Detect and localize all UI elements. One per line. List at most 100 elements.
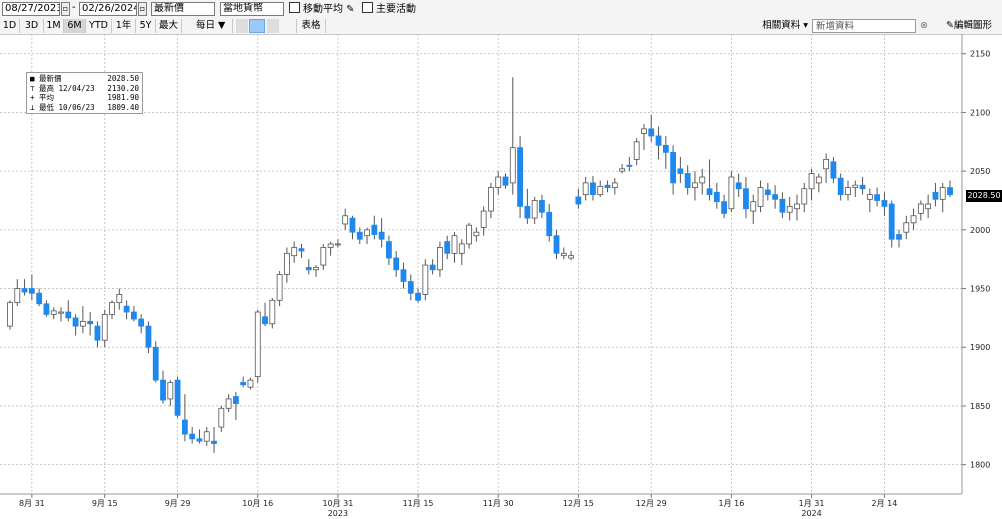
interval-select[interactable]: 每日 ▼ xyxy=(193,19,233,33)
candle-body xyxy=(349,217,356,233)
candle xyxy=(7,300,13,330)
legend-value: 1981.90 xyxy=(107,93,139,102)
candle xyxy=(371,215,378,240)
chart-type-candle-button[interactable] xyxy=(249,19,265,33)
candle xyxy=(560,247,567,260)
candle-body xyxy=(845,187,851,196)
x-tick-label: 9月 29 xyxy=(165,499,191,508)
start-date-input[interactable]: 08/27/2023 xyxy=(2,2,60,16)
candle xyxy=(648,114,655,142)
candle-body xyxy=(422,264,429,295)
price-chart[interactable]: 1800 1850 1900 1950 2000 2050 2100 2150 8月 31 9月… xyxy=(0,34,1002,519)
range-button-1D[interactable]: 1D xyxy=(0,19,20,33)
candle-body xyxy=(641,128,647,134)
candle-body xyxy=(757,187,764,207)
y-tick-label: 1900 xyxy=(970,343,990,352)
candle xyxy=(524,188,531,224)
pencil-icon[interactable]: ✎ xyxy=(343,4,355,15)
range-button-1M[interactable]: 1M xyxy=(44,19,64,33)
end-date-input[interactable]: 02/26/2024 xyxy=(79,2,137,16)
start-calendar-icon[interactable]: ▫ xyxy=(61,2,70,16)
range-button-1年[interactable]: 1年 xyxy=(112,19,136,33)
clear-icon[interactable]: ⊗ xyxy=(920,20,928,31)
range-button-5Y[interactable]: 5Y xyxy=(136,19,156,33)
range-button-最大[interactable]: 最大 xyxy=(156,19,182,33)
candle xyxy=(830,157,837,183)
currency-select[interactable]: 當地貨幣 xyxy=(220,2,284,16)
candle xyxy=(21,279,28,296)
edit-chart-button[interactable]: ✎編輯圖形 xyxy=(946,19,1002,33)
candle-body xyxy=(298,248,305,252)
candle-body xyxy=(400,269,407,282)
candle xyxy=(109,300,115,320)
candle-body xyxy=(633,141,640,160)
candle xyxy=(87,312,94,336)
candle-body xyxy=(881,200,888,207)
key-events-toggle[interactable]: 主要活動 xyxy=(362,2,422,16)
candle xyxy=(203,427,210,446)
legend-label: 最高 xyxy=(39,83,55,93)
candle-body xyxy=(28,288,35,294)
candle-body xyxy=(575,196,582,205)
candle xyxy=(28,274,35,301)
x-tick-label: 2月 14 xyxy=(872,499,898,508)
add-data-input[interactable]: 新增資料 xyxy=(812,19,916,33)
candle xyxy=(823,153,830,183)
range-button-3D[interactable]: 3D xyxy=(20,19,44,33)
x-tick-label: 9月 15 xyxy=(92,499,118,508)
candle-body xyxy=(87,321,94,325)
candle-body xyxy=(116,294,123,304)
range-button-6M[interactable]: 6M xyxy=(64,19,86,33)
chart-type-bar-button[interactable] xyxy=(236,19,248,33)
candle-body xyxy=(305,267,312,271)
moving-average-checkbox[interactable] xyxy=(289,2,300,13)
y-tick-label: 2100 xyxy=(970,108,990,117)
chart-type-line-button[interactable] xyxy=(267,19,279,33)
related-data-menu[interactable]: 相關資料 ▾ xyxy=(762,20,808,31)
candle-body xyxy=(786,205,793,213)
candle-body xyxy=(203,431,210,442)
candle-body xyxy=(167,382,174,400)
candle-body xyxy=(699,176,706,184)
table-button[interactable]: 表格 xyxy=(296,19,326,33)
candle-body xyxy=(808,173,815,190)
candle xyxy=(750,194,757,224)
candle-body xyxy=(43,303,50,315)
end-calendar-icon[interactable]: ▫ xyxy=(138,2,147,16)
candle xyxy=(152,341,159,383)
candle xyxy=(517,135,523,219)
candle-body xyxy=(327,243,334,248)
candle-body xyxy=(852,184,859,188)
candle xyxy=(291,241,298,263)
candle xyxy=(779,192,786,219)
y-tick-label: 1850 xyxy=(970,402,990,411)
candle xyxy=(881,192,888,216)
candle-body xyxy=(313,267,319,271)
field-select[interactable]: 最新價 xyxy=(151,2,215,16)
candle xyxy=(262,302,268,327)
y-tick-label: 2150 xyxy=(970,50,990,59)
candle xyxy=(466,222,472,249)
candle xyxy=(429,259,436,275)
candle xyxy=(378,218,385,248)
candle-body xyxy=(72,317,79,327)
candle xyxy=(539,194,545,219)
candle xyxy=(14,279,21,307)
key-events-checkbox[interactable] xyxy=(362,2,373,13)
candle-body xyxy=(611,182,618,188)
candle xyxy=(130,306,137,322)
candle-body xyxy=(152,346,159,381)
candle-body xyxy=(910,215,917,224)
legend-row-average: + 平均 1981.90 xyxy=(30,93,139,103)
moving-average-toggle[interactable]: 移動平均 ✎ xyxy=(289,2,355,16)
range-button-YTD[interactable]: YTD xyxy=(86,19,112,33)
date-separator: - xyxy=(72,2,76,13)
candle xyxy=(764,182,771,201)
candle-body xyxy=(502,176,509,186)
candle-body xyxy=(415,292,421,301)
candle-body xyxy=(218,407,225,428)
candle xyxy=(670,145,677,195)
candle-body xyxy=(247,379,254,388)
candle-body xyxy=(888,203,895,240)
candle xyxy=(415,288,421,303)
